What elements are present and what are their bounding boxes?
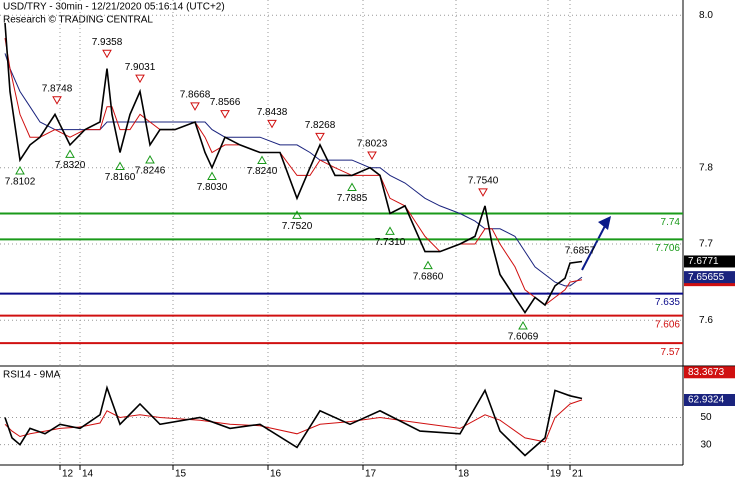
- level-label: 7.74: [661, 217, 681, 228]
- forecast-arrow-head: [598, 216, 611, 230]
- swing-high-label: 7.8668: [180, 89, 211, 100]
- level-label: 7.635: [655, 297, 680, 308]
- x-tick-label: 15: [175, 469, 187, 480]
- swing-low-marker: [65, 149, 75, 158]
- swing-high-label: 7.8438: [257, 107, 288, 118]
- swing-high-marker: [190, 102, 200, 111]
- swing-low-label: 7.8246: [135, 166, 166, 177]
- series-line: [4, 22, 583, 315]
- y-tick-label: 7.8: [699, 162, 713, 173]
- price-badge-label: 62.9324: [688, 395, 725, 406]
- swing-high-marker: [315, 132, 325, 142]
- swing-low-marker: [347, 182, 357, 192]
- swing-high-marker: [267, 119, 277, 129]
- series-line: [4, 38, 583, 306]
- price-badge: [684, 393, 735, 406]
- rsi-title: RSI14 - 9MA: [3, 370, 61, 381]
- swing-low-marker: [518, 320, 528, 330]
- swing-high-label: 7.8566: [210, 97, 241, 108]
- swing-high-marker: [135, 74, 145, 84]
- price-badge-label: 83.3673: [688, 367, 725, 378]
- swing-low-label: 7.8320: [55, 160, 86, 171]
- swing-low-marker: [257, 155, 267, 164]
- forecast-arrow: [581, 223, 607, 271]
- y-tick-label: 7.6: [699, 315, 713, 326]
- x-tick-label: 12: [62, 469, 74, 480]
- swing-low-marker: [145, 154, 155, 164]
- swing-high-label: 7.8268: [305, 120, 336, 131]
- swing-high-marker: [478, 188, 488, 197]
- y-tick-label: 50: [700, 412, 712, 423]
- x-tick-label: 21: [572, 469, 584, 480]
- x-tick-label: 19: [550, 469, 562, 480]
- swing-low-marker: [385, 226, 395, 235]
- swing-low-label: 7.8160: [105, 172, 136, 183]
- y-tick-label: 30: [700, 439, 712, 450]
- target-label: 7.6857: [565, 246, 596, 257]
- price-badge: [684, 271, 735, 284]
- level-label: 7.706: [655, 243, 680, 254]
- swing-low-label: 7.7520: [282, 221, 313, 232]
- y-tick-label: 7.7: [699, 239, 713, 250]
- swing-low-label: 7.7310: [375, 237, 406, 248]
- swing-high-label: 7.7540: [468, 175, 499, 186]
- swing-high-marker: [367, 151, 377, 161]
- swing-low-label: 7.6860: [413, 271, 444, 282]
- level-label: 7.57: [661, 347, 681, 358]
- chart-title: USD/TRY - 30min - 12/21/2020 05:16:14 (U…: [3, 2, 225, 13]
- swing-low-marker: [207, 171, 217, 180]
- swing-low-marker: [292, 210, 302, 219]
- chart-subtitle: Research © TRADING CENTRAL: [3, 15, 153, 26]
- x-tick-label: 16: [270, 469, 282, 480]
- swing-low-label: 7.6069: [508, 332, 539, 343]
- price-badge: [684, 255, 735, 268]
- swing-low-marker: [115, 161, 125, 171]
- price-badge-label: 7.65655: [688, 272, 725, 283]
- swing-low-label: 7.8030: [197, 182, 228, 193]
- price-badge: [684, 366, 735, 379]
- swing-low-label: 7.8240: [247, 166, 278, 177]
- swing-high-marker: [220, 110, 230, 119]
- y-tick-label: 8.0: [699, 10, 713, 21]
- x-tick-label: 18: [458, 469, 470, 480]
- swing-high-label: 7.9031: [125, 62, 156, 73]
- x-tick-label: 14: [82, 469, 94, 480]
- swing-high-label: 7.8023: [357, 139, 388, 150]
- price-badge-label: 7.6771: [688, 256, 719, 267]
- swing-high-marker: [102, 49, 112, 59]
- swing-high-label: 7.8748: [42, 83, 73, 94]
- swing-low-marker: [423, 260, 433, 270]
- swing-high-marker: [52, 96, 62, 105]
- level-label: 7.606: [655, 319, 680, 330]
- x-tick-label: 17: [365, 469, 377, 480]
- swing-low-marker: [15, 165, 25, 175]
- series-line: [4, 384, 583, 457]
- swing-low-label: 7.7885: [337, 193, 368, 204]
- swing-high-label: 7.9358: [92, 37, 123, 48]
- swing-low-label: 7.8102: [5, 177, 36, 188]
